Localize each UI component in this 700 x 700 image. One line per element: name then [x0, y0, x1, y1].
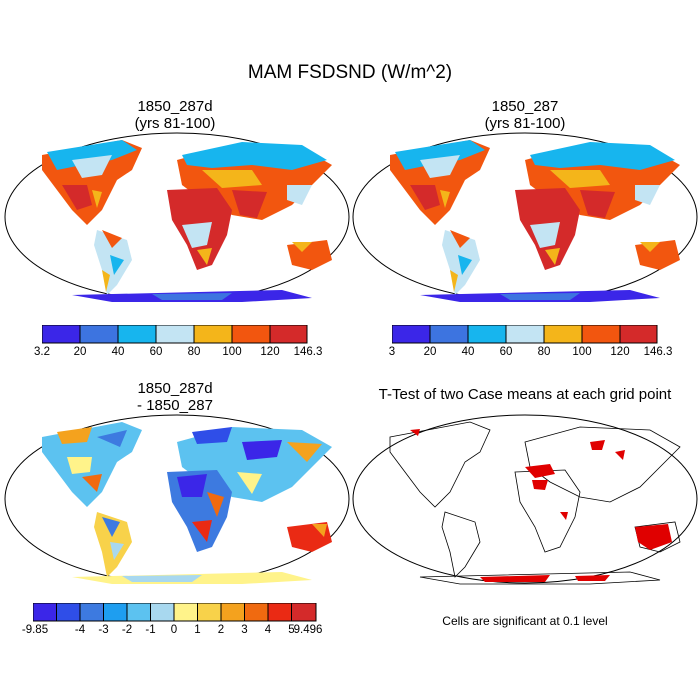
- map-case1: [4, 132, 350, 302]
- colorbar-swatch: [173, 603, 198, 622]
- colorbar-difference: [33, 603, 317, 622]
- colorbar-swatch: [126, 603, 151, 622]
- figure-title: MAM FSDSND (W/m^2): [247, 62, 453, 83]
- panel-title-line1: T-Test of two Case means at each grid po…: [378, 386, 672, 403]
- colorbar-swatch: [103, 603, 128, 622]
- colorbar-swatch: [220, 603, 245, 622]
- land-mass-south-america: [442, 230, 480, 295]
- colorbar-label: -2: [121, 624, 133, 636]
- land-mass-australia: [287, 522, 332, 552]
- panel-title-line2: (yrs 81-100): [484, 115, 566, 132]
- colorbar-swatch: [193, 325, 233, 344]
- colorbar-label: 3.2: [34, 346, 50, 358]
- colorbar-case1: [42, 325, 308, 344]
- colorbar-label: 9.496: [293, 624, 323, 636]
- colorbar-label: 80: [537, 346, 551, 358]
- colorbar-label: -9.85: [21, 624, 49, 636]
- colorbar-label: 120: [610, 346, 630, 358]
- colorbar-label: -3: [98, 624, 109, 636]
- land-mass-south-america: [94, 230, 132, 295]
- significance-note: Cells are significant at 0.1 level: [442, 614, 608, 628]
- colorbar-labels-difference: -9.85 -4 -3 -2 -1 0 1 2 3 4 5 9.496: [22, 624, 323, 638]
- land-mass-australia: [635, 240, 680, 270]
- colorbar-swatch: [581, 325, 621, 344]
- colorbar-label: 1: [194, 624, 201, 636]
- land-mass-australia: [287, 240, 332, 270]
- map-difference: [4, 414, 350, 584]
- colorbar-swatch: [79, 603, 104, 622]
- colorbar-swatch: [267, 603, 292, 622]
- map-ttest: [352, 414, 698, 585]
- colorbar-label: 100: [572, 346, 592, 358]
- colorbar-swatch: [392, 325, 431, 344]
- land-mass-north-america: [42, 422, 142, 507]
- panel-title-line1: 1850_287: [491, 98, 559, 115]
- colorbar-label: 146.3: [643, 346, 673, 358]
- panel-title-case2: 1850_287 (yrs 81-100): [355, 98, 695, 132]
- map-case2: [352, 132, 698, 302]
- colorbar-label: 60: [499, 346, 513, 358]
- colorbar-swatch: [33, 603, 57, 622]
- panel-title-line2: (yrs 81-100): [134, 115, 216, 132]
- colorbar-label: 40: [111, 346, 125, 358]
- colorbar-label: 0: [170, 624, 178, 636]
- land-mass-south-america: [94, 512, 132, 577]
- panel-title-line1: 1850_287d: [137, 380, 213, 397]
- colorbar-label: -4: [74, 624, 86, 636]
- colorbar-swatch: [505, 325, 545, 344]
- colorbar-swatch: [543, 325, 583, 344]
- colorbar-label: 20: [73, 346, 87, 358]
- land-mass-antarctica: [72, 572, 312, 584]
- colorbar-swatch: [42, 325, 81, 344]
- colorbar-swatch: [150, 603, 175, 622]
- land-mass-africa: [515, 188, 580, 270]
- colorbar-label: 20: [423, 346, 437, 358]
- colorbar-label: 4: [264, 624, 272, 636]
- colorbar-label: 3: [241, 624, 248, 636]
- colorbar-swatch: [155, 325, 195, 344]
- land-mass-north-america: [390, 140, 490, 225]
- colorbar-label: 40: [461, 346, 475, 358]
- colorbar-labels-case2: 3 20 40 60 80 100 120 146.3: [388, 346, 673, 360]
- colorbar-label: -1: [145, 624, 156, 636]
- colorbar-label: 3: [388, 346, 396, 358]
- colorbar-swatch: [197, 603, 222, 622]
- significance-cells: [410, 429, 672, 582]
- colorbar-label: 100: [222, 346, 242, 358]
- panel-title-line2: - 1850_287: [137, 397, 213, 414]
- colorbar-label: 80: [187, 346, 201, 358]
- panel-title-ttest: T-Test of two Case means at each grid po…: [352, 386, 698, 403]
- colorbar-label: 146.3: [293, 346, 323, 358]
- colorbar-swatch: [117, 325, 157, 344]
- colorbar-label: 5: [288, 624, 295, 636]
- colorbar-swatch: [269, 325, 308, 344]
- panel-title-case1: 1850_287d (yrs 81-100): [5, 98, 345, 132]
- panel-title-difference: 1850_287d - 1850_287: [5, 380, 345, 414]
- land-mass-north-america: [42, 140, 142, 225]
- colorbar-swatch: [244, 603, 269, 622]
- land-mass-africa: [167, 188, 232, 270]
- colorbar-labels-case1: 3.2 20 40 60 80 100 120 146.3: [34, 346, 322, 360]
- colorbar-swatch: [467, 325, 507, 344]
- colorbar-swatch: [231, 325, 271, 344]
- land-mass-antarctica: [420, 290, 660, 302]
- colorbar-swatch: [79, 325, 119, 344]
- colorbar-swatch: [429, 325, 469, 344]
- colorbar-swatch: [619, 325, 658, 344]
- panel-title-line1: 1850_287d: [137, 98, 213, 115]
- colorbar-label: 60: [149, 346, 163, 358]
- colorbar-label: 120: [260, 346, 280, 358]
- land-mass-antarctica: [72, 290, 312, 302]
- land-mass-africa: [167, 470, 232, 552]
- colorbar-swatch: [56, 603, 81, 622]
- colorbar-label: 2: [217, 624, 225, 636]
- coastline-outlines: [389, 421, 681, 585]
- colorbar-case2: [392, 325, 658, 344]
- colorbar-swatch: [291, 603, 317, 622]
